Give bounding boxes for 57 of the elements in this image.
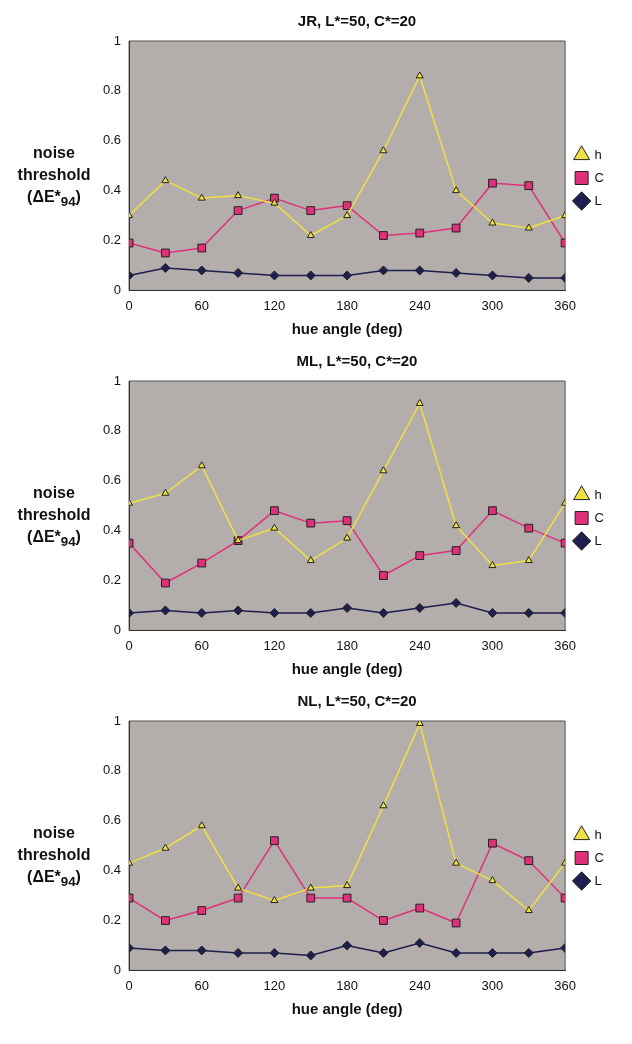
- legend-label: h: [594, 146, 602, 162]
- legend-label: C: [594, 509, 604, 525]
- y-tick-label: 0.8: [102, 762, 122, 778]
- legend-label: L: [594, 192, 602, 208]
- y-tick-label: 0.4: [102, 862, 122, 878]
- x-tick-label: 0: [125, 637, 133, 653]
- x-tick-label: 60: [194, 297, 209, 313]
- legend-label: L: [594, 532, 602, 548]
- chart-title: NL, L*=50, C*=20: [297, 692, 417, 710]
- x-tick-label: 300: [481, 977, 504, 993]
- y-tick-label: 0: [113, 961, 122, 977]
- y-tick-label: 1: [113, 712, 122, 728]
- y-tick-label: 0.2: [102, 572, 122, 588]
- y-tick-label: 0.6: [102, 472, 122, 488]
- x-axis-title: hue angle (deg): [291, 320, 403, 338]
- y-tick-label: 1: [113, 32, 122, 48]
- y-tick-label: 0: [113, 281, 122, 297]
- y-tick-label: 0.8: [102, 82, 122, 98]
- y-tick-label: 0.6: [102, 812, 122, 828]
- x-axis-title: hue angle (deg): [291, 1000, 403, 1018]
- x-tick-label: 120: [263, 297, 286, 313]
- x-tick-label: 240: [408, 977, 431, 993]
- chart-title: JR, L*=50, C*=20: [297, 12, 417, 30]
- y-tick-label: 0.2: [102, 912, 122, 928]
- x-axis-title: hue angle (deg): [291, 660, 403, 678]
- legend-label: h: [594, 826, 602, 842]
- legend-label: C: [594, 169, 604, 185]
- y-tick-label: 0.6: [102, 132, 122, 148]
- chart-title: ML, L*=50, C*=20: [296, 352, 418, 370]
- x-tick-label: 180: [336, 297, 358, 313]
- x-tick-label: 0: [125, 297, 133, 313]
- y-axis-title: noise threshold (ΔE*$_{94}$): [16, 823, 92, 892]
- legend-label: h: [594, 486, 602, 502]
- legend-label: L: [594, 872, 602, 888]
- x-tick-label: 300: [481, 297, 504, 313]
- y-tick-label: 0: [113, 621, 122, 637]
- x-tick-label: 120: [263, 637, 286, 653]
- x-tick-label: 180: [336, 977, 358, 993]
- legend-label: C: [594, 849, 604, 865]
- x-tick-label: 60: [194, 977, 209, 993]
- x-tick-label: 120: [263, 977, 286, 993]
- y-tick-label: 0.8: [102, 422, 122, 438]
- x-tick-label: 240: [408, 297, 431, 313]
- x-tick-label: 360: [554, 297, 576, 313]
- x-tick-label: 180: [336, 637, 358, 653]
- x-tick-label: 360: [554, 637, 576, 653]
- y-tick-label: 0.4: [102, 182, 122, 198]
- y-tick-label: 0.2: [102, 232, 122, 248]
- y-axis-title: noise threshold (ΔE*$_{94}$): [16, 483, 92, 552]
- y-tick-label: 1: [113, 372, 122, 388]
- x-tick-label: 0: [125, 977, 133, 993]
- x-tick-label: 360: [554, 977, 576, 993]
- y-axis-title: noise threshold (ΔE*$_{94}$): [16, 143, 92, 212]
- x-tick-label: 300: [481, 637, 504, 653]
- y-tick-label: 0.4: [102, 522, 122, 538]
- x-tick-label: 60: [194, 637, 209, 653]
- x-tick-label: 240: [408, 637, 431, 653]
